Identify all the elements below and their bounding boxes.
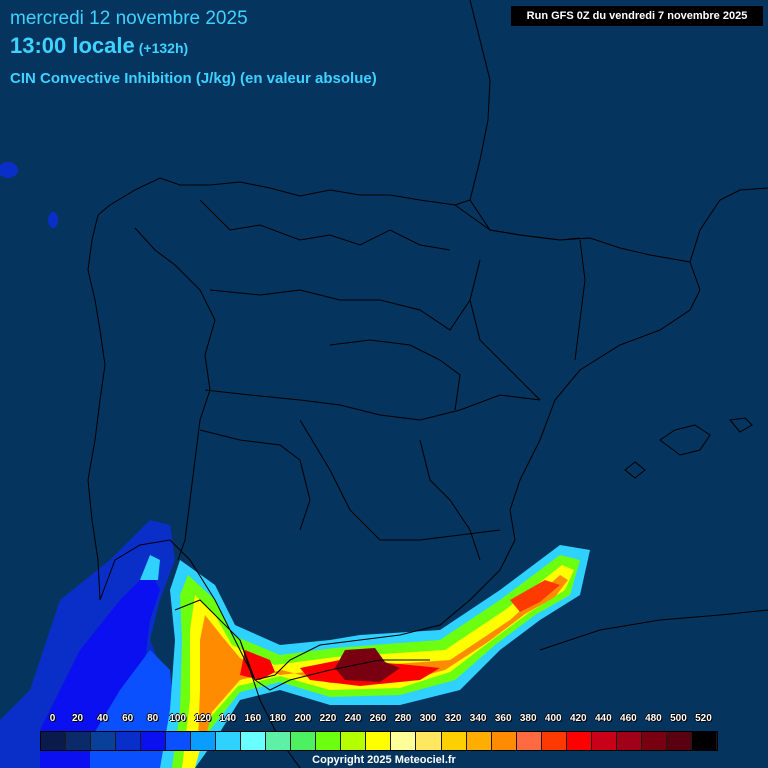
forecast-hour: 13:00 locale [10, 33, 135, 58]
legend-label: 460 [620, 713, 637, 724]
legend-swatch [616, 732, 642, 750]
color-scale-bar [40, 731, 718, 751]
legend-label: 120 [194, 713, 212, 724]
coastlines-borders [87, 0, 768, 768]
legend-swatch [316, 732, 342, 750]
legend-swatch [416, 732, 442, 750]
legend-swatch [266, 732, 292, 750]
legend-label: 420 [569, 713, 587, 724]
legend-label: 80 [147, 713, 159, 724]
legend-labels: 0 20 40 60 80 100 120 140 160 180 200 220 240 260 280 3… [40, 713, 720, 727]
legend-swatch [516, 732, 542, 750]
legend-label: 20 [71, 713, 84, 724]
legend-label: 280 [394, 713, 412, 724]
legend-swatch [691, 732, 717, 750]
legend-label: 60 [122, 713, 134, 724]
copyright-notice: Copyright 2025 Meteociel.fr [312, 754, 456, 766]
legend-label: 340 [469, 713, 487, 724]
legend-swatch [116, 732, 142, 750]
legend-swatch [591, 732, 617, 750]
legend-label: 160 [244, 713, 262, 724]
legend-swatch [166, 732, 192, 750]
legend-label: 320 [444, 713, 462, 724]
legend-swatch [391, 732, 417, 750]
cin-field-alboran [160, 545, 590, 768]
legend-label: 380 [519, 713, 537, 724]
legend-swatch [216, 732, 242, 750]
legend-label: 300 [419, 713, 437, 724]
legend-swatch [241, 732, 267, 750]
legend-label: 0 [49, 713, 56, 724]
legend-label: 360 [494, 713, 512, 724]
legend-label: 40 [97, 713, 109, 724]
legend-label: 240 [344, 713, 362, 724]
legend-swatch [91, 732, 117, 750]
parameter-title: CIN Convective Inhibition (J/kg) (en val… [10, 70, 377, 87]
legend-swatch [466, 732, 492, 750]
legend-swatch [441, 732, 467, 750]
legend-swatch [291, 732, 317, 750]
model-run-label: Run GFS 0Z du vendredi 7 novembre 2025 [511, 6, 763, 26]
cin-field-atlantic [0, 162, 175, 768]
legend-swatch [491, 732, 517, 750]
legend-label: 180 [269, 713, 287, 724]
legend-label: 440 [594, 713, 612, 724]
legend-label: 200 [294, 713, 312, 724]
forecast-date: mercredi 12 novembre 2025 [10, 8, 248, 29]
legend-swatch [66, 732, 92, 750]
legend-label: 400 [544, 713, 562, 724]
legend-label: 520 [695, 713, 712, 724]
legend-swatch [666, 732, 692, 750]
legend-swatch [41, 732, 67, 750]
legend-swatch [341, 732, 367, 750]
legend-label: 100 [169, 713, 187, 724]
legend-swatch [366, 732, 392, 750]
legend-label: 480 [645, 713, 662, 724]
legend-label: 500 [670, 713, 687, 724]
legend-swatch [191, 732, 217, 750]
legend-swatch [541, 732, 567, 750]
legend-label: 260 [369, 713, 387, 724]
forecast-time: 13:00 locale (+132h) [10, 33, 188, 59]
legend-swatch [641, 732, 667, 750]
forecast-lead-time: (+132h) [138, 40, 189, 56]
legend-swatch [141, 732, 167, 750]
legend-label: 220 [319, 713, 337, 724]
legend-label: 140 [219, 713, 237, 724]
legend-swatch [566, 732, 592, 750]
